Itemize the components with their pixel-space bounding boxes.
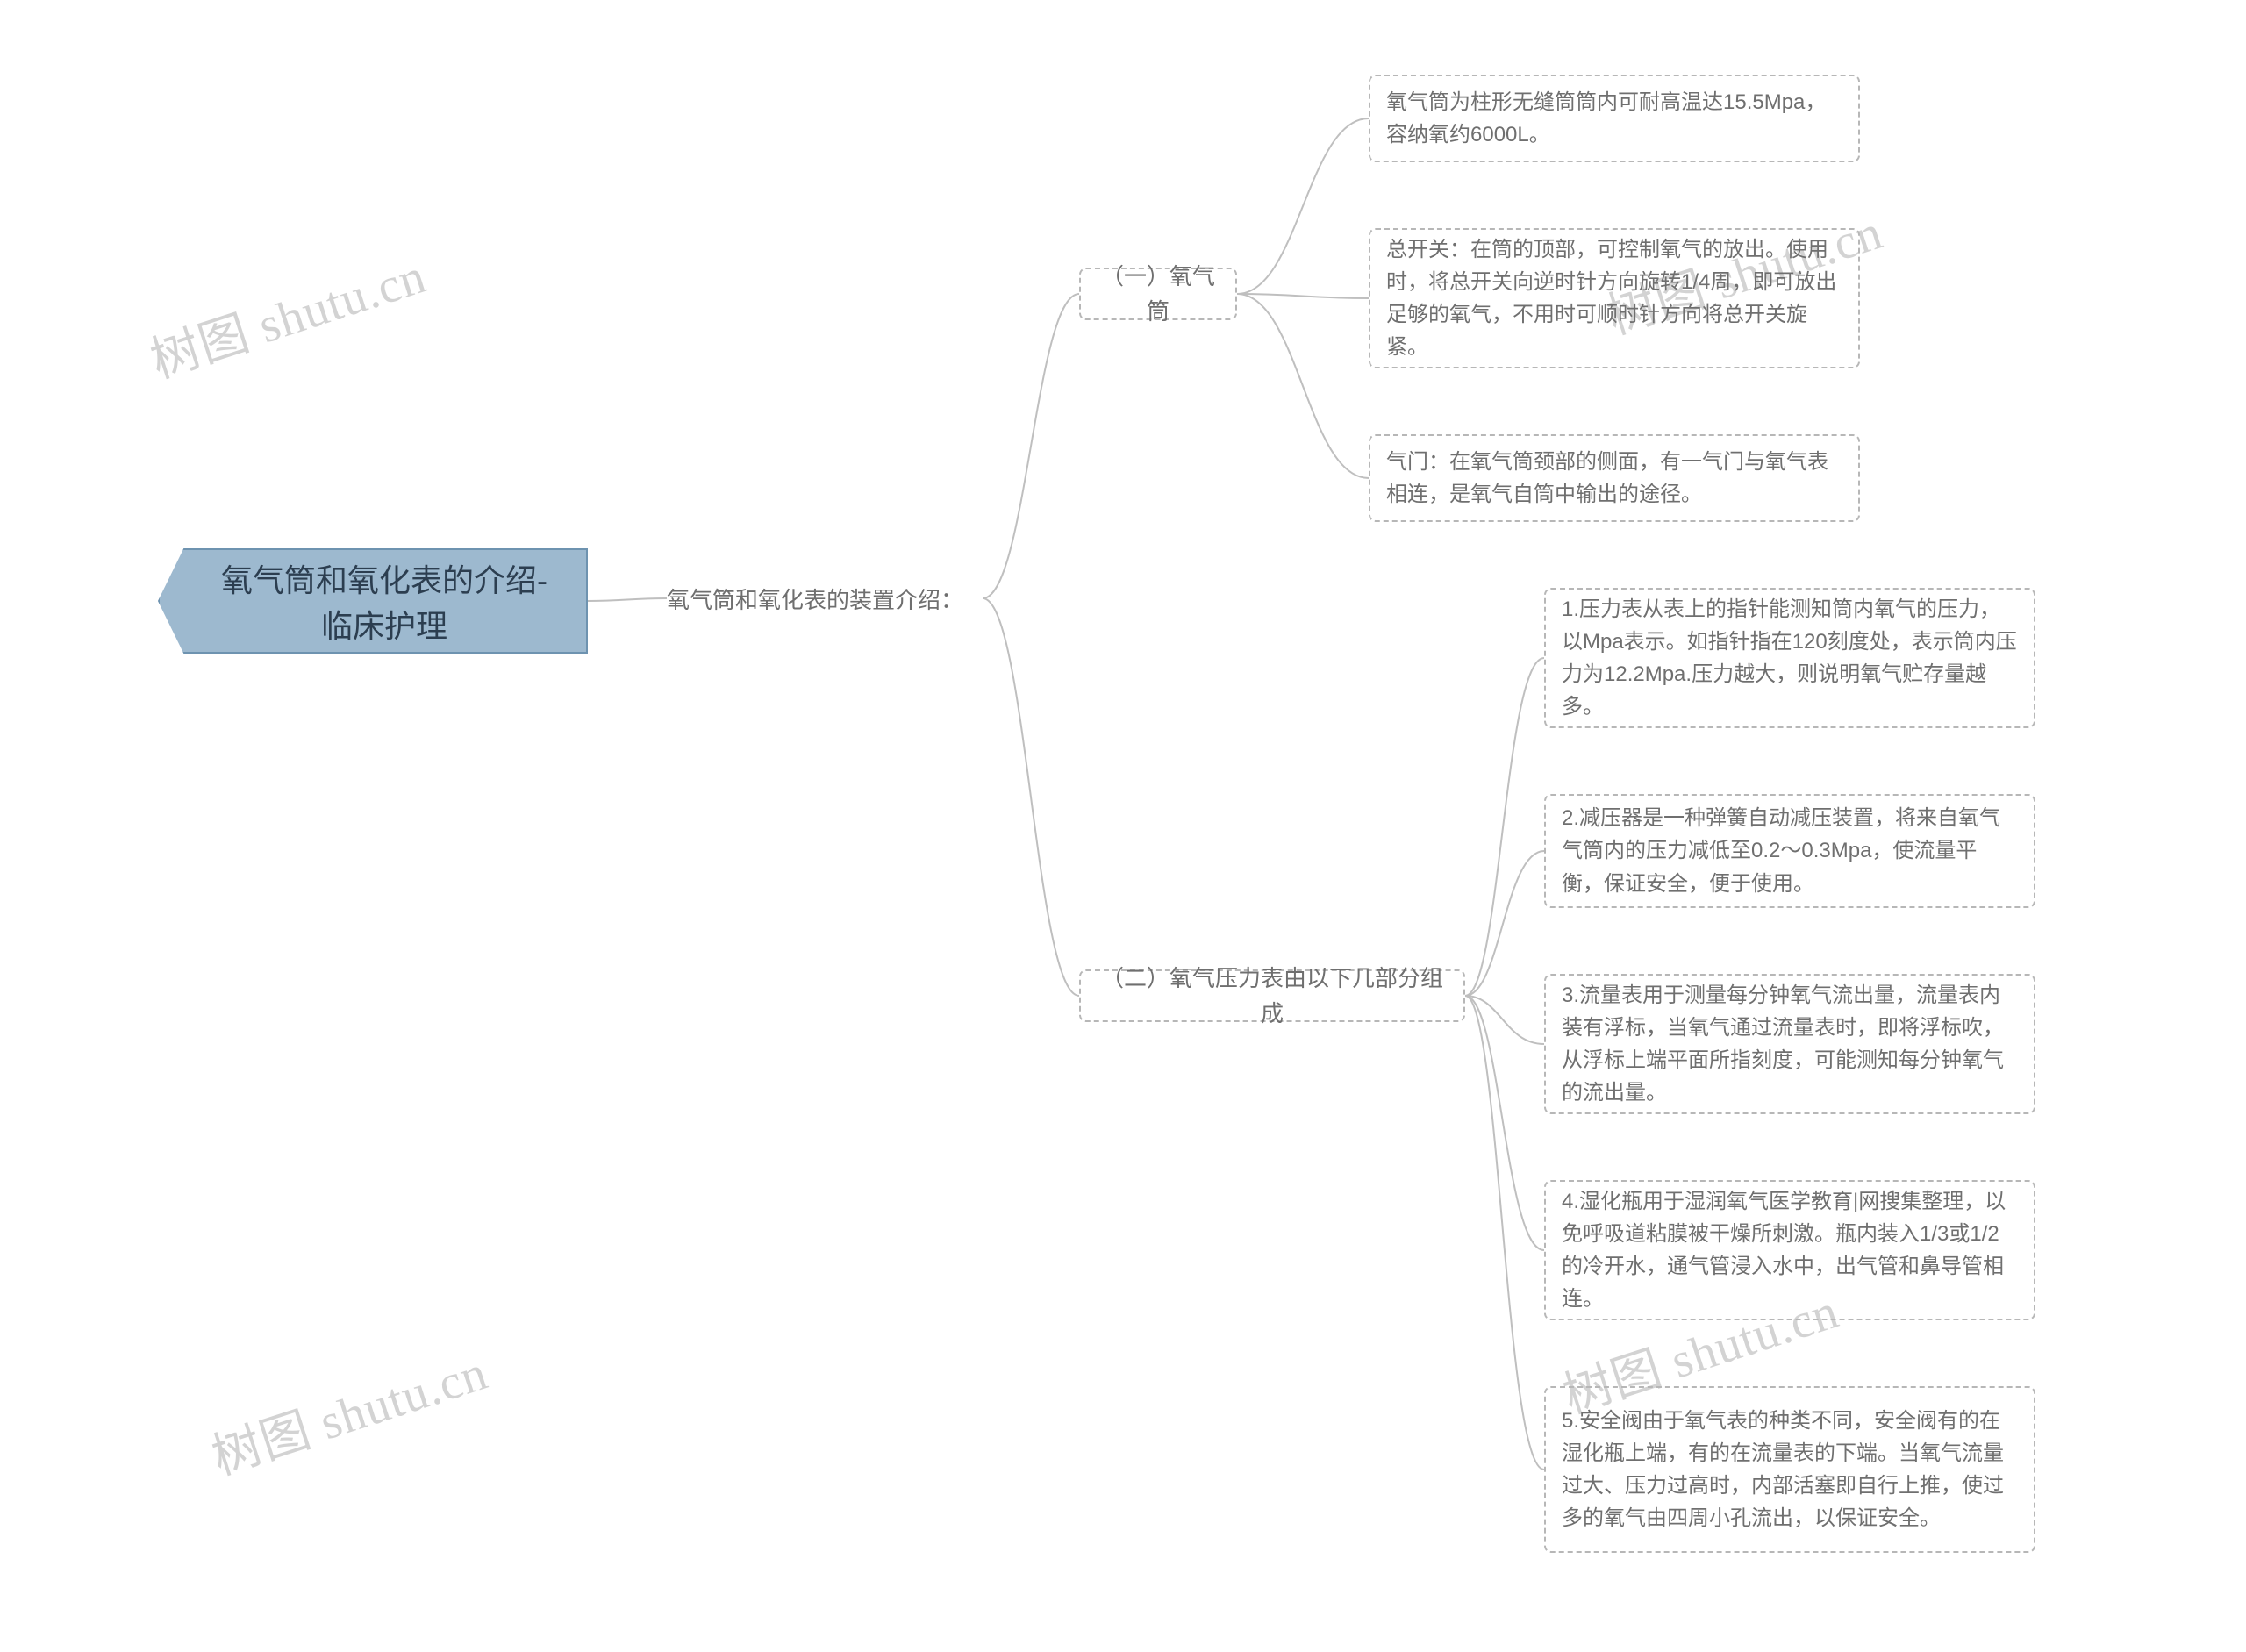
branch-node-cylinder[interactable]: （一）氧气筒 bbox=[1079, 268, 1237, 320]
connector bbox=[1465, 996, 1544, 1470]
leaf-node[interactable]: 氧气筒为柱形无缝筒筒内可耐高温达15.5Mpa，容纳氧约6000L。 bbox=[1369, 75, 1860, 162]
root-node[interactable]: 氧气筒和氧化表的介绍-临床护理 bbox=[158, 548, 588, 654]
leaf-node[interactable]: 4.湿化瓶用于湿润氧气医学教育|网搜集整理，以免呼吸道粘膜被干燥所刺激。瓶内装入… bbox=[1544, 1180, 2035, 1320]
connector bbox=[588, 598, 667, 601]
connector bbox=[1465, 851, 1544, 996]
leaf-node[interactable]: 气门：在氧气筒颈部的侧面，有一气门与氧气表相连，是氧气自筒中输出的途径。 bbox=[1369, 434, 1860, 522]
mindmap-canvas: 树图 shutu.cn 树图 shutu.cn 树图 shutu.cn 树图 s… bbox=[0, 0, 2246, 1652]
connector bbox=[1465, 658, 1544, 996]
connector bbox=[1237, 294, 1369, 478]
leaf-node[interactable]: 1.压力表从表上的指针能测知筒内氧气的压力，以Mpa表示。如指针指在120刻度处… bbox=[1544, 588, 2035, 728]
connector bbox=[1465, 996, 1544, 1044]
leaf-node[interactable]: 3.流量表用于测量每分钟氧气流出量，流量表内装有浮标，当氧气通过流量表时，即将浮… bbox=[1544, 974, 2035, 1114]
watermark: 树图 shutu.cn bbox=[202, 1334, 495, 1490]
connector bbox=[1465, 996, 1544, 1250]
connector bbox=[983, 294, 1079, 598]
connector bbox=[1237, 118, 1369, 294]
connector bbox=[1237, 294, 1369, 298]
watermark: 树图 shutu.cn bbox=[140, 237, 433, 393]
leaf-node[interactable]: 5.安全阀由于氧气表的种类不同，安全阀有的在湿化瓶上端，有的在流量表的下端。当氧… bbox=[1544, 1386, 2035, 1553]
leaf-node[interactable]: 2.减压器是一种弹簧自动减压装置，将来自氧气气筒内的压力减低至0.2～0.3Mp… bbox=[1544, 794, 2035, 908]
branch-node-intro[interactable]: 氧气筒和氧化表的装置介绍： bbox=[667, 579, 983, 618]
leaf-node[interactable]: 总开关：在筒的顶部，可控制氧气的放出。使用时，将总开关向逆时针方向旋转1/4周，… bbox=[1369, 228, 1860, 368]
branch-node-gauge[interactable]: （二）氧气压力表由以下几部分组成 bbox=[1079, 969, 1465, 1022]
connector bbox=[983, 598, 1079, 996]
